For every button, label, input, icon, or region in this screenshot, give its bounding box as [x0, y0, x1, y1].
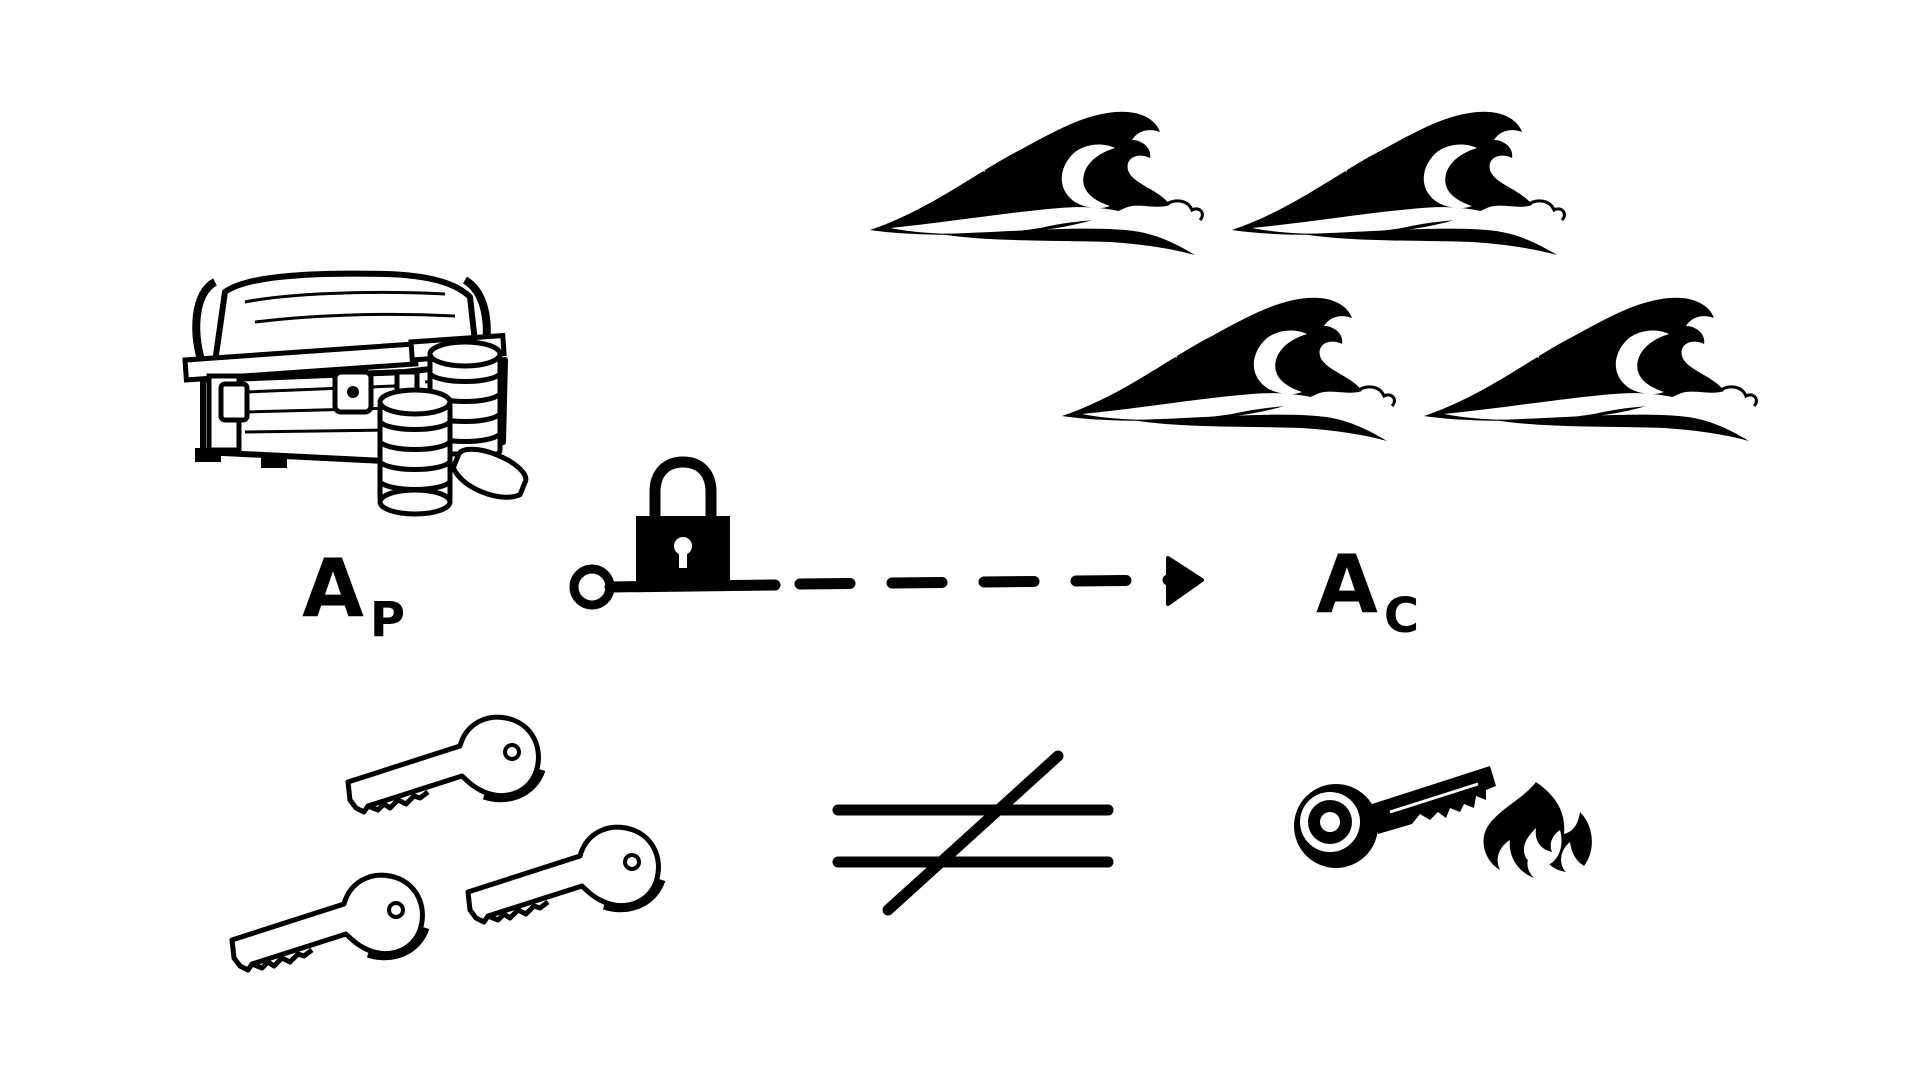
source-label-sub: P	[370, 592, 405, 648]
ocean-wave-icon	[1422, 296, 1758, 443]
target-label-main: A	[1316, 538, 1378, 631]
not-equal-icon	[832, 750, 1114, 916]
key-icon	[468, 827, 662, 922]
key-icon	[232, 875, 426, 970]
source-label-main: A	[302, 542, 364, 635]
ocean-wave-icon	[868, 110, 1204, 257]
burning-key-icon	[1294, 766, 1592, 878]
key-icon	[348, 717, 542, 812]
target-label-sub: C	[1384, 588, 1419, 644]
ocean-wave-icon	[1230, 110, 1566, 257]
ocean-wave-icon	[1060, 296, 1396, 443]
padlock-icon	[636, 456, 730, 586]
coin-stack-icon	[377, 339, 529, 517]
